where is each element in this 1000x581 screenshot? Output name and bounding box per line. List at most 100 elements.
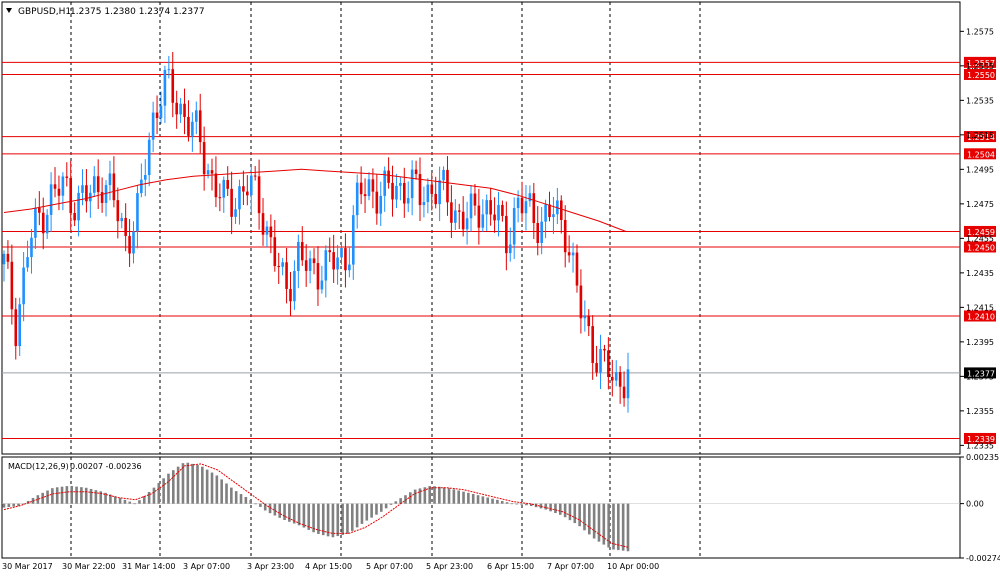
candle [622, 371, 626, 407]
macd-bar [196, 465, 199, 504]
macd-bar [355, 503, 359, 528]
candle [104, 180, 108, 217]
macd-bar [273, 503, 277, 516]
candle [304, 244, 308, 287]
x-tick-label: 10 Apr 00:00 [607, 562, 659, 571]
candle [457, 203, 461, 230]
macd-bar [239, 494, 243, 504]
macd-bar [84, 487, 88, 504]
candle [159, 91, 163, 124]
chevron-down-icon[interactable] [6, 8, 12, 13]
macd-bar [176, 466, 180, 504]
candle [112, 156, 116, 208]
candle [198, 93, 202, 154]
candle [489, 187, 492, 226]
macd-bar [554, 503, 557, 514]
svg-text:1.2504: 1.2504 [967, 150, 995, 159]
macd-bar [418, 488, 422, 504]
candle [552, 196, 555, 235]
candle [269, 214, 273, 254]
candle [316, 246, 320, 306]
candle [191, 112, 194, 152]
macd-bar [510, 503, 514, 505]
macd-bar [225, 483, 228, 504]
symbol-title: GBPUSD,H1 [18, 7, 71, 17]
candle [351, 205, 355, 280]
candle [18, 297, 21, 356]
ohlc-readout: 1.2375 1.2380 1.2374 1.2377 [70, 7, 205, 17]
x-tick-label: 31 Mar 14:00 [122, 562, 175, 571]
candle [249, 166, 253, 213]
candle [579, 269, 583, 334]
candle [2, 250, 6, 282]
candle [238, 179, 241, 225]
candle [96, 159, 100, 210]
macd-bar [520, 503, 523, 505]
x-tick-label: 5 Apr 23:00 [426, 562, 473, 571]
candle [454, 199, 457, 231]
candle [293, 260, 296, 310]
candle [92, 166, 96, 198]
macd-bar [70, 486, 74, 504]
candle [246, 175, 249, 206]
macd-bar [563, 503, 567, 518]
candle [253, 166, 257, 181]
macd-bar [46, 490, 49, 504]
macd-bar [65, 486, 69, 504]
candle [540, 207, 543, 255]
level-label: 1.2557 [964, 56, 996, 68]
macd-bar [341, 503, 344, 535]
candle [461, 196, 465, 237]
macd-bar [486, 497, 490, 504]
candle [450, 185, 453, 239]
candle [214, 156, 218, 208]
macd-bar [360, 503, 364, 524]
candle [69, 160, 73, 231]
candle [591, 315, 594, 380]
macd-bar [292, 503, 296, 524]
macd-bar [109, 494, 112, 504]
candle [442, 166, 445, 191]
macd-bar [438, 486, 441, 504]
macd-bar [481, 496, 485, 504]
candle [308, 250, 312, 284]
macd-bar [602, 503, 606, 545]
candle [583, 300, 587, 332]
macd-bar [331, 503, 335, 538]
macd-bar [41, 492, 44, 504]
macd-bar [365, 503, 369, 521]
y-tick-label: 1.2575 [966, 27, 994, 36]
macd-bar [283, 503, 286, 521]
macd-bar [268, 503, 272, 514]
candle [571, 242, 575, 273]
macd-bar [471, 494, 475, 504]
current-price-badge: 1.2377 [964, 367, 996, 379]
candle [26, 240, 29, 272]
macd-bar [307, 503, 311, 530]
candle [183, 88, 186, 135]
candle [49, 172, 53, 233]
candle [332, 234, 335, 283]
candle [73, 202, 76, 227]
candle [563, 205, 567, 268]
candle [493, 197, 496, 233]
candle [312, 248, 316, 275]
candle [410, 160, 414, 216]
level-label: 1.2410 [964, 310, 996, 322]
macd-bar [152, 487, 156, 504]
y-tick-label: 1.2415 [966, 303, 994, 312]
macd-bar [409, 492, 412, 504]
macd-bar [413, 489, 417, 504]
macd-bar [89, 488, 93, 504]
y-tick-label: 1.2535 [966, 96, 994, 105]
macd-bar [210, 472, 214, 504]
y-tick-label: 1.2435 [966, 269, 994, 278]
macd-bar [2, 503, 6, 508]
candle [34, 198, 37, 249]
level-label: 1.2459 [964, 225, 996, 237]
candle [226, 166, 229, 196]
svg-text:1.2557: 1.2557 [967, 59, 995, 68]
macd-bar [578, 503, 581, 527]
candle [556, 187, 559, 225]
